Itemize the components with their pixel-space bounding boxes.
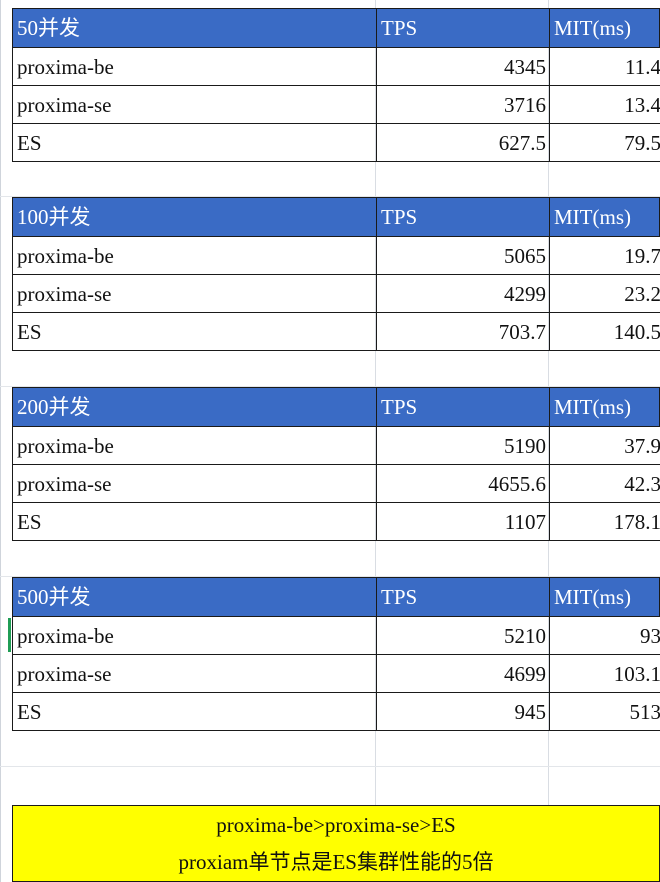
summary-ranking-cell[interactable]: proxima-be>proxima-se>ES (12, 805, 660, 844)
tps-value-cell[interactable]: 5190 (376, 427, 549, 464)
grid-column-line (548, 0, 549, 882)
grid-row-line (0, 766, 660, 767)
tps-header-cell[interactable]: TPS (376, 578, 549, 616)
table-50-concurrency: 50并发 TPS MIT(ms) proxima-be 4345 11.4 pr… (12, 8, 660, 162)
mit-value-cell[interactable]: 79.5 (549, 124, 660, 161)
table-row: ES 945 513 (12, 692, 660, 731)
engine-name-cell[interactable]: proxima-se (17, 472, 112, 496)
tps-value-cell[interactable]: 5065 (376, 237, 549, 274)
table-row: proxima-se 4655.6 42.3 (12, 464, 660, 502)
grid-row-line (0, 576, 660, 577)
table-row: proxima-se 4699 103.1 (12, 654, 660, 692)
engine-name-cell[interactable]: proxima-se (17, 662, 112, 686)
tps-header-cell[interactable]: TPS (376, 388, 549, 426)
mit-value-cell[interactable]: 140.5 (549, 313, 660, 350)
mit-value-cell[interactable]: 19.7 (549, 237, 660, 274)
tps-value-cell[interactable]: 5210 (376, 617, 549, 654)
tps-value-cell[interactable]: 703.7 (376, 313, 549, 350)
grid-row-line (0, 196, 660, 197)
tps-value-cell[interactable]: 945 (376, 693, 549, 730)
table-header-row: 200并发 TPS MIT(ms) (12, 387, 660, 426)
table-header-row: 50并发 TPS MIT(ms) (12, 8, 660, 47)
tps-header-cell[interactable]: TPS (376, 9, 549, 47)
mit-value-cell[interactable]: 37.9 (549, 427, 660, 464)
table-row: proxima-be 4345 11.4 (12, 47, 660, 85)
concurrency-title-cell[interactable]: 50并发 (17, 16, 80, 40)
table-500-concurrency: 500并发 TPS MIT(ms) proxima-be 5210 93 pro… (12, 577, 660, 731)
mit-header-cell[interactable]: MIT(ms) (549, 198, 660, 236)
table-row: ES 627.5 79.5 (12, 123, 660, 162)
tps-value-cell[interactable]: 4299 (376, 275, 549, 312)
engine-name-cell[interactable]: proxima-be (17, 55, 114, 79)
mit-value-cell[interactable]: 13.4 (549, 86, 660, 123)
mit-value-cell[interactable]: 11.4 (549, 48, 660, 85)
grid-row-line (0, 386, 660, 387)
mit-header-cell[interactable]: MIT(ms) (549, 388, 660, 426)
tps-value-cell[interactable]: 627.5 (376, 124, 549, 161)
table-row: ES 703.7 140.5 (12, 312, 660, 351)
tps-value-cell[interactable]: 4345 (376, 48, 549, 85)
engine-name-cell[interactable]: proxima-se (17, 282, 112, 306)
engine-name-cell[interactable]: ES (17, 131, 42, 155)
mit-value-cell[interactable]: 93 (549, 617, 660, 654)
tps-value-cell[interactable]: 4655.6 (376, 465, 549, 502)
mit-value-cell[interactable]: 513 (549, 693, 660, 730)
grid-column-line (375, 0, 376, 882)
mit-header-cell[interactable]: MIT(ms) (549, 578, 660, 616)
engine-name-cell[interactable]: proxima-be (17, 434, 114, 458)
engine-name-cell[interactable]: ES (17, 510, 42, 534)
engine-name-cell[interactable]: proxima-se (17, 93, 112, 117)
mit-value-cell[interactable]: 42.3 (549, 465, 660, 502)
engine-name-cell[interactable]: ES (17, 700, 42, 724)
table-row: ES 1107 178.1 (12, 502, 660, 541)
mit-header-cell[interactable]: MIT(ms) (549, 9, 660, 47)
table-100-concurrency: 100并发 TPS MIT(ms) proxima-be 5065 19.7 p… (12, 197, 660, 351)
tps-header-cell[interactable]: TPS (376, 198, 549, 236)
concurrency-title-cell[interactable]: 500并发 (17, 585, 91, 609)
concurrency-title-cell[interactable]: 100并发 (17, 205, 91, 229)
table-header-row: 100并发 TPS MIT(ms) (12, 197, 660, 236)
table-row: proxima-be 5210 93 (12, 616, 660, 654)
engine-name-cell[interactable]: proxima-be (17, 624, 114, 648)
grid-left-edge (0, 0, 1, 882)
mit-value-cell[interactable]: 103.1 (549, 655, 660, 692)
tps-value-cell[interactable]: 4699 (376, 655, 549, 692)
table-row: proxima-se 4299 23.2 (12, 274, 660, 312)
table-row: proxima-be 5190 37.9 (12, 426, 660, 464)
mit-value-cell[interactable]: 178.1 (549, 503, 660, 540)
table-row: proxima-se 3716 13.4 (12, 85, 660, 123)
concurrency-title-cell[interactable]: 200并发 (17, 395, 91, 419)
table-row: proxima-be 5065 19.7 (12, 236, 660, 274)
engine-name-cell[interactable]: proxima-be (17, 244, 114, 268)
engine-name-cell[interactable]: ES (17, 320, 42, 344)
table-200-concurrency: 200并发 TPS MIT(ms) proxima-be 5190 37.9 p… (12, 387, 660, 541)
tps-value-cell[interactable]: 1107 (376, 503, 549, 540)
table-header-row: 500并发 TPS MIT(ms) (12, 577, 660, 616)
tps-value-cell[interactable]: 3716 (376, 86, 549, 123)
summary-conclusion-cell[interactable]: proxiam单节点是ES集群性能的5倍 (12, 843, 660, 882)
active-cell-marker (8, 618, 11, 652)
mit-value-cell[interactable]: 23.2 (549, 275, 660, 312)
